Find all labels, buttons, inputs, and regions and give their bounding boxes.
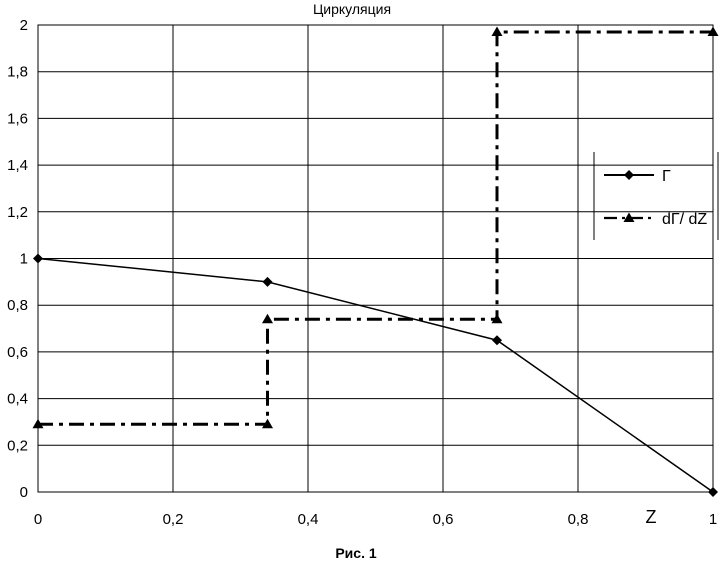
x-axis-label: Z <box>646 507 657 527</box>
series-line-1 <box>38 30 713 426</box>
legend: Г dГ/ dZ <box>593 152 719 240</box>
legend-label-derivative: dГ/ dZ <box>662 211 707 228</box>
figure-caption: Рис. 1 <box>335 545 377 561</box>
x-tick-label: 0,6 <box>433 511 454 528</box>
series-0-marker-0 <box>33 253 43 264</box>
series-layer <box>32 26 719 497</box>
chart-title: Циркуляция <box>313 1 391 17</box>
legend-label-gamma: Г <box>662 168 671 185</box>
series-0-marker-3 <box>708 487 718 497</box>
y-tick-label: 1 <box>20 251 28 268</box>
series-1-marker-1 <box>262 418 273 429</box>
y-tick-label: 0 <box>20 484 28 501</box>
legend-swatch-gamma-marker <box>624 170 634 180</box>
y-tick-label: 0,8 <box>7 297 28 314</box>
series-0 <box>33 253 718 497</box>
series-1-marker-0 <box>32 418 44 429</box>
y-tick-label: 0,2 <box>7 437 28 454</box>
legend-swatch-derivative-marker <box>623 212 635 222</box>
y-tick-label: 0,6 <box>7 344 28 361</box>
series-1 <box>32 26 719 429</box>
x-tick-label: 0,8 <box>568 511 589 528</box>
y-tick-label: 1,2 <box>7 204 28 221</box>
series-1-marker-5 <box>707 26 719 37</box>
y-tick-label: 1,4 <box>7 157 28 174</box>
series-0-marker-2 <box>492 335 502 346</box>
y-axis-tick-labels: 0 0,2 0,4 0,6 0,8 1 1,2 1,4 1,6 1,8 2 <box>7 17 28 501</box>
series-0-marker-1 <box>262 276 273 287</box>
x-tick-label: 0 <box>34 511 42 528</box>
y-tick-label: 1,8 <box>7 64 28 81</box>
series-line-0 <box>37 257 714 493</box>
x-tick-label: 0,4 <box>298 511 319 528</box>
y-tick-label: 0,4 <box>7 391 28 408</box>
x-axis-tick-labels: 0 0,2 0,4 0,6 0,8 1 <box>34 511 717 528</box>
y-tick-label: 2 <box>20 17 28 34</box>
series-1-marker-4 <box>491 26 503 37</box>
x-tick-label: 1 <box>709 511 717 528</box>
series-1-marker-2 <box>262 313 273 324</box>
y-tick-label: 1,6 <box>7 110 28 127</box>
series-1-marker-3 <box>491 313 503 324</box>
x-tick-label: 0,2 <box>163 511 184 528</box>
